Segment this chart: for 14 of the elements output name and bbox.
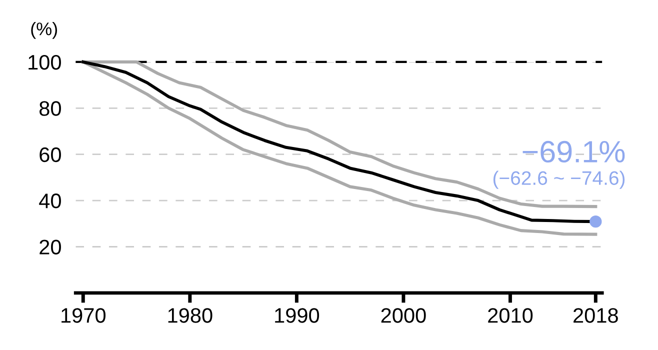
annotation: −69.1% [522,140,625,163]
annotation: (−62.6 ~ −74.6) [493,170,625,189]
y-tick-label: 60 [40,147,61,162]
x-tick-label: 2018 [574,308,618,323]
x-tick-label: 1990 [275,308,320,323]
x-tick-label: 1970 [62,308,106,323]
y-tick-label: 20 [40,240,61,255]
x-tick-label: 2010 [488,308,533,323]
y-tick-label: 40 [39,194,61,208]
x-tick-label: 1980 [168,308,212,323]
y-tick-label: 100 [28,54,61,70]
y-tick-label: 80 [40,101,61,116]
y-axis-title: (%) [31,22,58,39]
x-tick-label: 2000 [381,308,426,323]
